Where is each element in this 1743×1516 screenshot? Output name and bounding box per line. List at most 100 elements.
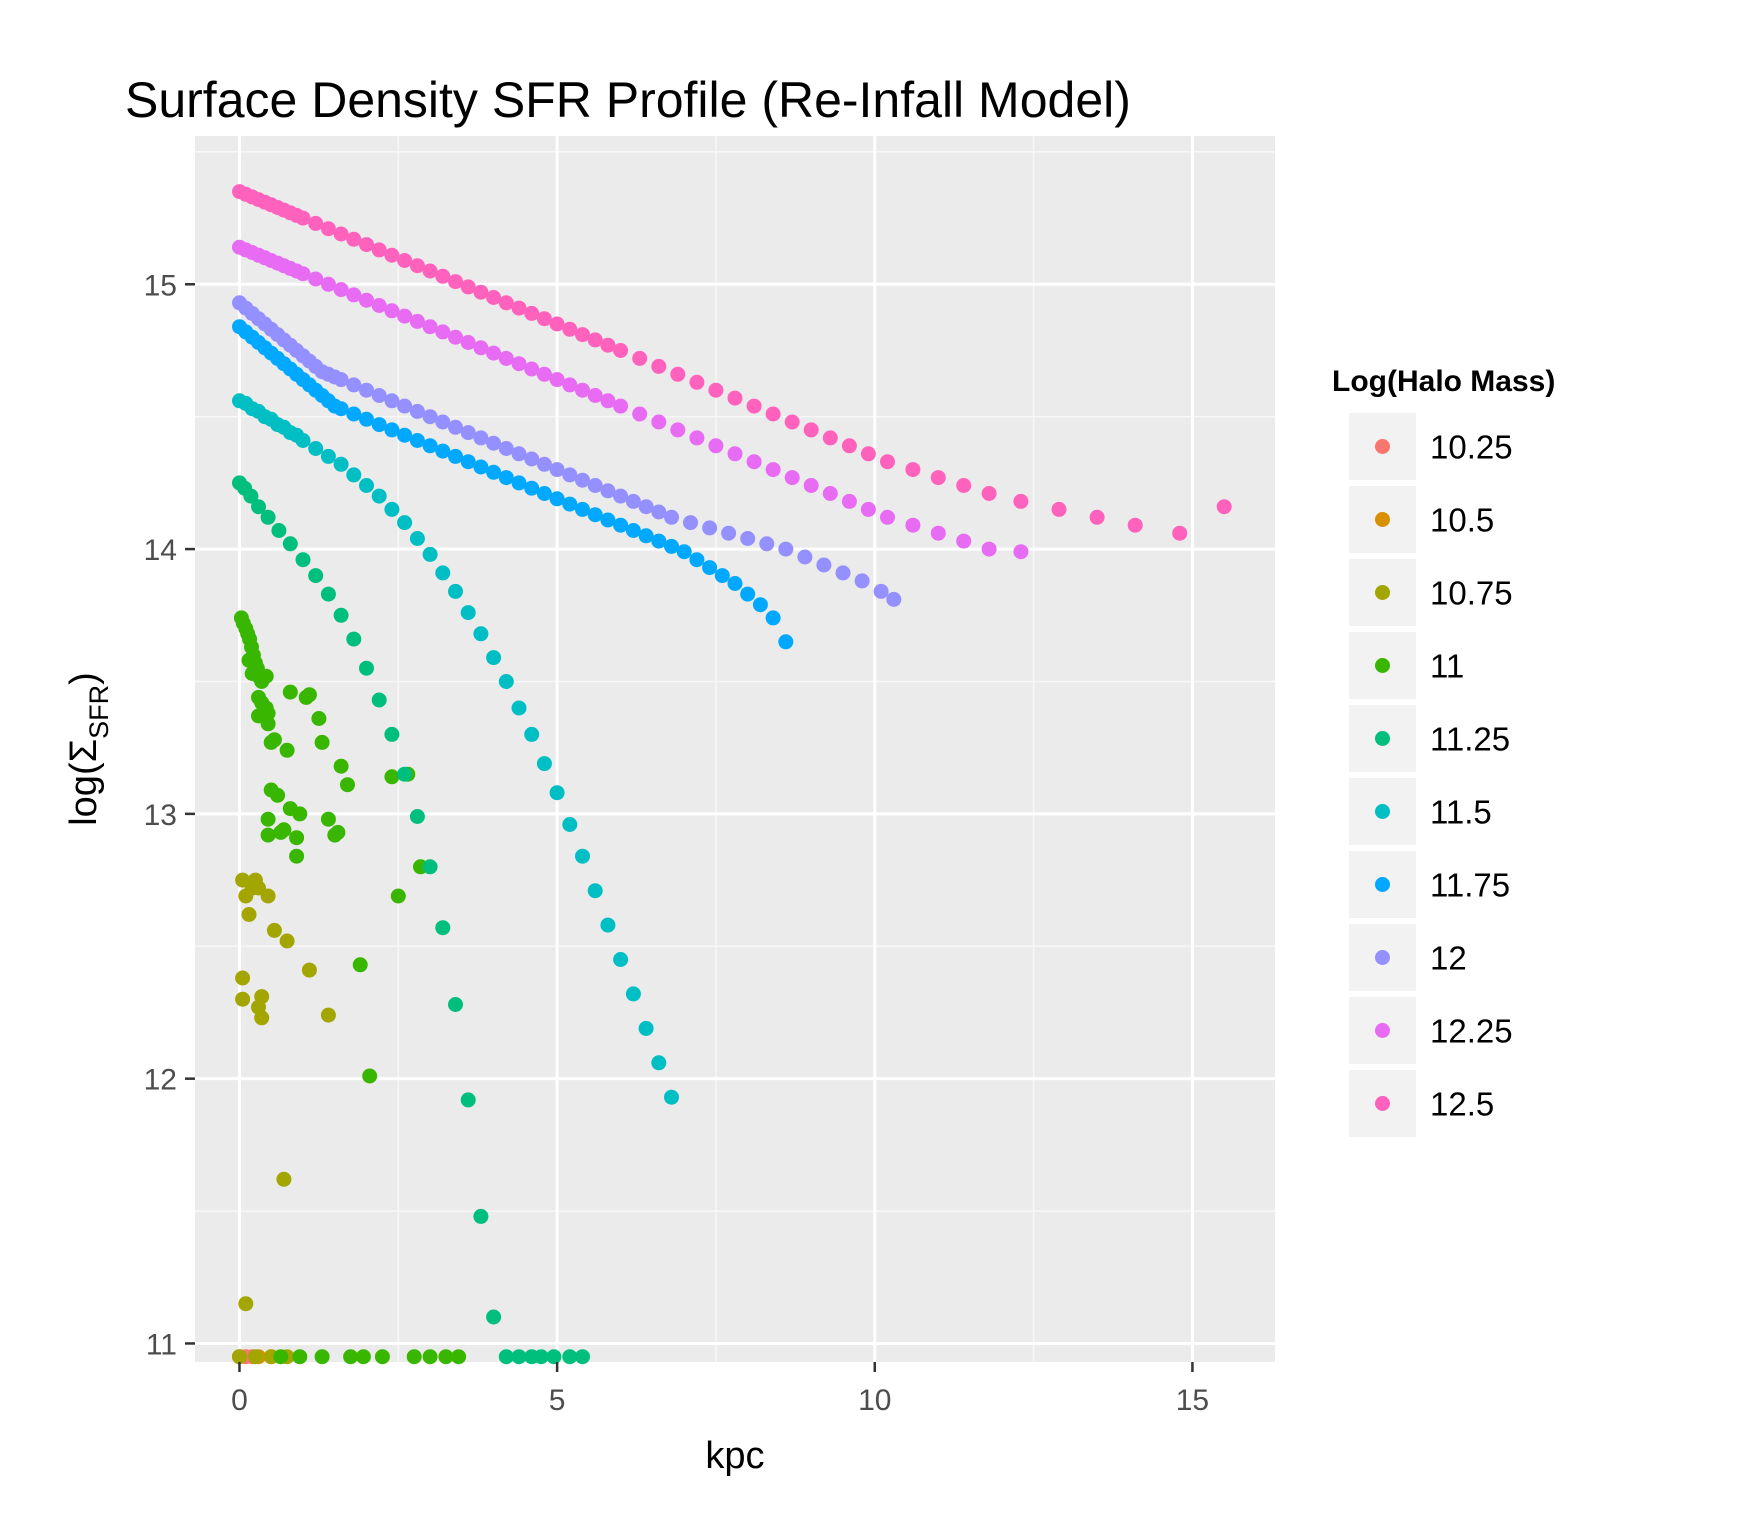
- data-point: [260, 716, 276, 732]
- data-point: [740, 531, 756, 546]
- legend-swatch: [1375, 877, 1390, 892]
- data-point: [308, 215, 324, 231]
- data-point: [311, 711, 327, 726]
- data-point: [343, 1349, 359, 1365]
- data-point: [448, 329, 463, 345]
- data-point: [422, 409, 438, 425]
- data-point: [511, 356, 527, 372]
- data-point: [562, 377, 578, 393]
- data-point: [435, 324, 451, 340]
- data-point: [238, 1296, 254, 1312]
- data-point: [562, 1349, 578, 1365]
- data-point: [320, 1007, 336, 1023]
- data-point: [384, 247, 400, 263]
- legend-label: 12.5: [1430, 1086, 1494, 1123]
- data-point: [384, 769, 400, 785]
- data-point: [1089, 509, 1105, 525]
- data-point: [371, 388, 387, 403]
- data-point: [448, 274, 463, 290]
- legend-label: 11.25: [1430, 721, 1510, 758]
- data-point: [1051, 501, 1067, 517]
- legend-key: [1347, 1068, 1418, 1139]
- data-point: [320, 586, 336, 602]
- data-point: [549, 785, 565, 801]
- y-axis-title-sigma: Σ: [63, 739, 105, 763]
- data-point: [632, 406, 648, 422]
- legend-item: 11: [1347, 630, 1464, 701]
- x-tick-labels: 0 5 10 15: [231, 1384, 1209, 1417]
- legend-swatch: [1375, 512, 1390, 527]
- data-point: [409, 313, 425, 329]
- data-point: [664, 538, 679, 554]
- y-tick-label: 14: [144, 534, 177, 567]
- data-point: [282, 684, 298, 700]
- data-point: [575, 327, 590, 343]
- data-point: [536, 366, 552, 382]
- data-point: [905, 462, 921, 478]
- x-tick-label: 5: [549, 1384, 566, 1417]
- legend-key: [1347, 995, 1418, 1066]
- data-point: [460, 605, 476, 621]
- data-point: [460, 425, 476, 441]
- data-point: [371, 298, 387, 313]
- data-point: [765, 462, 781, 478]
- y-axis-title: log(ΣSFR): [63, 672, 114, 826]
- data-point: [292, 1349, 308, 1365]
- data-point: [346, 377, 362, 393]
- data-point: [498, 441, 514, 456]
- data-point: [282, 536, 298, 552]
- data-point: [406, 1349, 422, 1365]
- data-point: [784, 470, 800, 486]
- data-point: [435, 414, 451, 430]
- data-point: [721, 525, 737, 541]
- data-point: [276, 1171, 292, 1187]
- data-point: [625, 493, 641, 509]
- data-point: [460, 279, 476, 295]
- data-point: [651, 358, 667, 374]
- data-point: [524, 480, 540, 496]
- data-point: [708, 382, 724, 398]
- legend-item: 10.25: [1347, 411, 1513, 482]
- data-point: [956, 478, 972, 493]
- data-point: [371, 417, 387, 433]
- data-point: [613, 343, 629, 358]
- data-point: [397, 253, 413, 268]
- data-point: [308, 441, 324, 456]
- data-point: [587, 388, 603, 403]
- data-point: [651, 504, 667, 520]
- data-point: [243, 488, 259, 504]
- data-point: [460, 1092, 476, 1108]
- data-point: [549, 491, 565, 507]
- data-point: [835, 565, 851, 581]
- data-point: [638, 528, 654, 544]
- data-point: [498, 1349, 514, 1365]
- legend-item: 12: [1347, 922, 1467, 993]
- data-point: [314, 1349, 330, 1365]
- grid-minor: [195, 136, 1275, 1362]
- data-point: [292, 806, 308, 822]
- data-point: [600, 337, 616, 353]
- data-point: [486, 650, 502, 666]
- data-point: [511, 1349, 527, 1365]
- data-point: [575, 472, 590, 488]
- data-point: [473, 626, 489, 642]
- data-point: [276, 822, 292, 838]
- data-point: [448, 997, 463, 1012]
- legend-label: 12: [1430, 940, 1467, 977]
- legend-item: 10.75: [1347, 557, 1513, 628]
- data-point: [384, 422, 400, 438]
- data-point: [473, 1208, 489, 1224]
- data-point: [536, 756, 552, 772]
- data-point: [295, 266, 311, 282]
- data-point: [422, 319, 438, 335]
- data-point: [333, 401, 349, 417]
- y-tick-label: 15: [144, 269, 177, 302]
- data-point: [816, 557, 832, 573]
- data-point: [451, 1349, 467, 1365]
- data-point: [438, 1349, 454, 1365]
- data-point: [651, 533, 667, 549]
- data-point: [359, 478, 374, 493]
- data-point: [549, 462, 565, 478]
- data-point: [409, 531, 425, 546]
